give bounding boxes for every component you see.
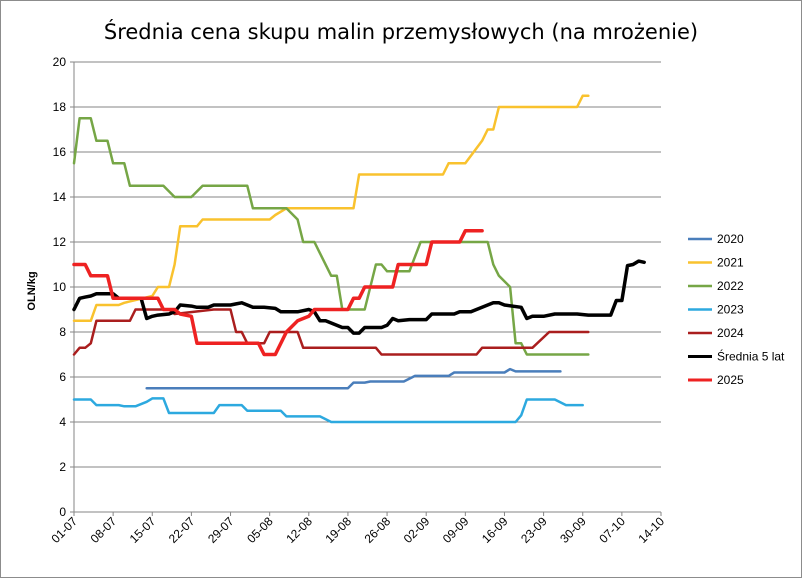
x-tick-label: 14-10 bbox=[636, 514, 668, 546]
x-tick-label: 30-09 bbox=[557, 514, 589, 546]
y-tick-label: 4 bbox=[59, 415, 66, 429]
y-axis-label: OLN/kg bbox=[26, 271, 38, 310]
x-tick-label: 19-08 bbox=[322, 514, 354, 546]
x-tick-label: 15-07 bbox=[127, 514, 159, 546]
series-line-6 bbox=[72, 229, 484, 357]
y-tick-label: 18 bbox=[53, 100, 67, 114]
y-tick-label: 12 bbox=[53, 235, 67, 249]
x-tick-label: 16-09 bbox=[479, 514, 511, 546]
legend-label: 2021 bbox=[717, 256, 744, 270]
chart-title: Średnia cena skupu malin przemysłowych (… bbox=[104, 19, 698, 44]
x-tick-label: 29-07 bbox=[205, 514, 237, 546]
legend-label: 2023 bbox=[717, 303, 744, 317]
series-line-5 bbox=[72, 259, 646, 335]
y-tick-label: 8 bbox=[59, 325, 66, 339]
x-tick-label: 12-08 bbox=[283, 514, 315, 546]
series-line-3 bbox=[72, 397, 584, 424]
y-tick-label: 0 bbox=[59, 505, 66, 519]
x-tick-label: 22-07 bbox=[166, 514, 198, 546]
legend-label: 2024 bbox=[717, 326, 744, 340]
y-tick-label: 20 bbox=[53, 55, 67, 69]
y-tick-label: 10 bbox=[53, 280, 67, 294]
y-tick-label: 6 bbox=[59, 370, 66, 384]
x-tick-label: 23-09 bbox=[518, 514, 550, 546]
x-tick-label: 05-08 bbox=[244, 514, 276, 546]
y-tick-label: 2 bbox=[59, 460, 66, 474]
y-axis-ticks: 0 2 4 6 8 10 12 14 16 18 20 bbox=[53, 55, 74, 519]
legend: 2020 2021 2022 2023 2024 Średnia 5 lat 2025 bbox=[688, 232, 785, 387]
legend-label: 2020 bbox=[717, 232, 744, 246]
x-tick-label: 09-09 bbox=[440, 514, 472, 546]
series-lines bbox=[72, 94, 646, 424]
legend-label: 2025 bbox=[717, 373, 744, 387]
x-tick-label: 26-08 bbox=[362, 514, 394, 546]
legend-label: 2022 bbox=[717, 279, 744, 293]
y-tick-label: 14 bbox=[53, 190, 67, 204]
series-line-2 bbox=[72, 117, 590, 356]
x-tick-label: 07-10 bbox=[596, 514, 628, 546]
legend-label: Średnia 5 lat bbox=[717, 349, 785, 364]
x-tick-label: 08-07 bbox=[88, 514, 120, 546]
x-axis-ticks: 01-07 08-07 15-07 22-07 29-07 05-08 12-08 19-08… bbox=[49, 512, 668, 546]
series-line-4 bbox=[72, 308, 590, 356]
y-tick-label: 16 bbox=[53, 145, 67, 159]
x-tick-label: 01-07 bbox=[49, 514, 81, 546]
series-line-0 bbox=[145, 367, 562, 390]
x-tick-label: 02-09 bbox=[401, 514, 433, 546]
